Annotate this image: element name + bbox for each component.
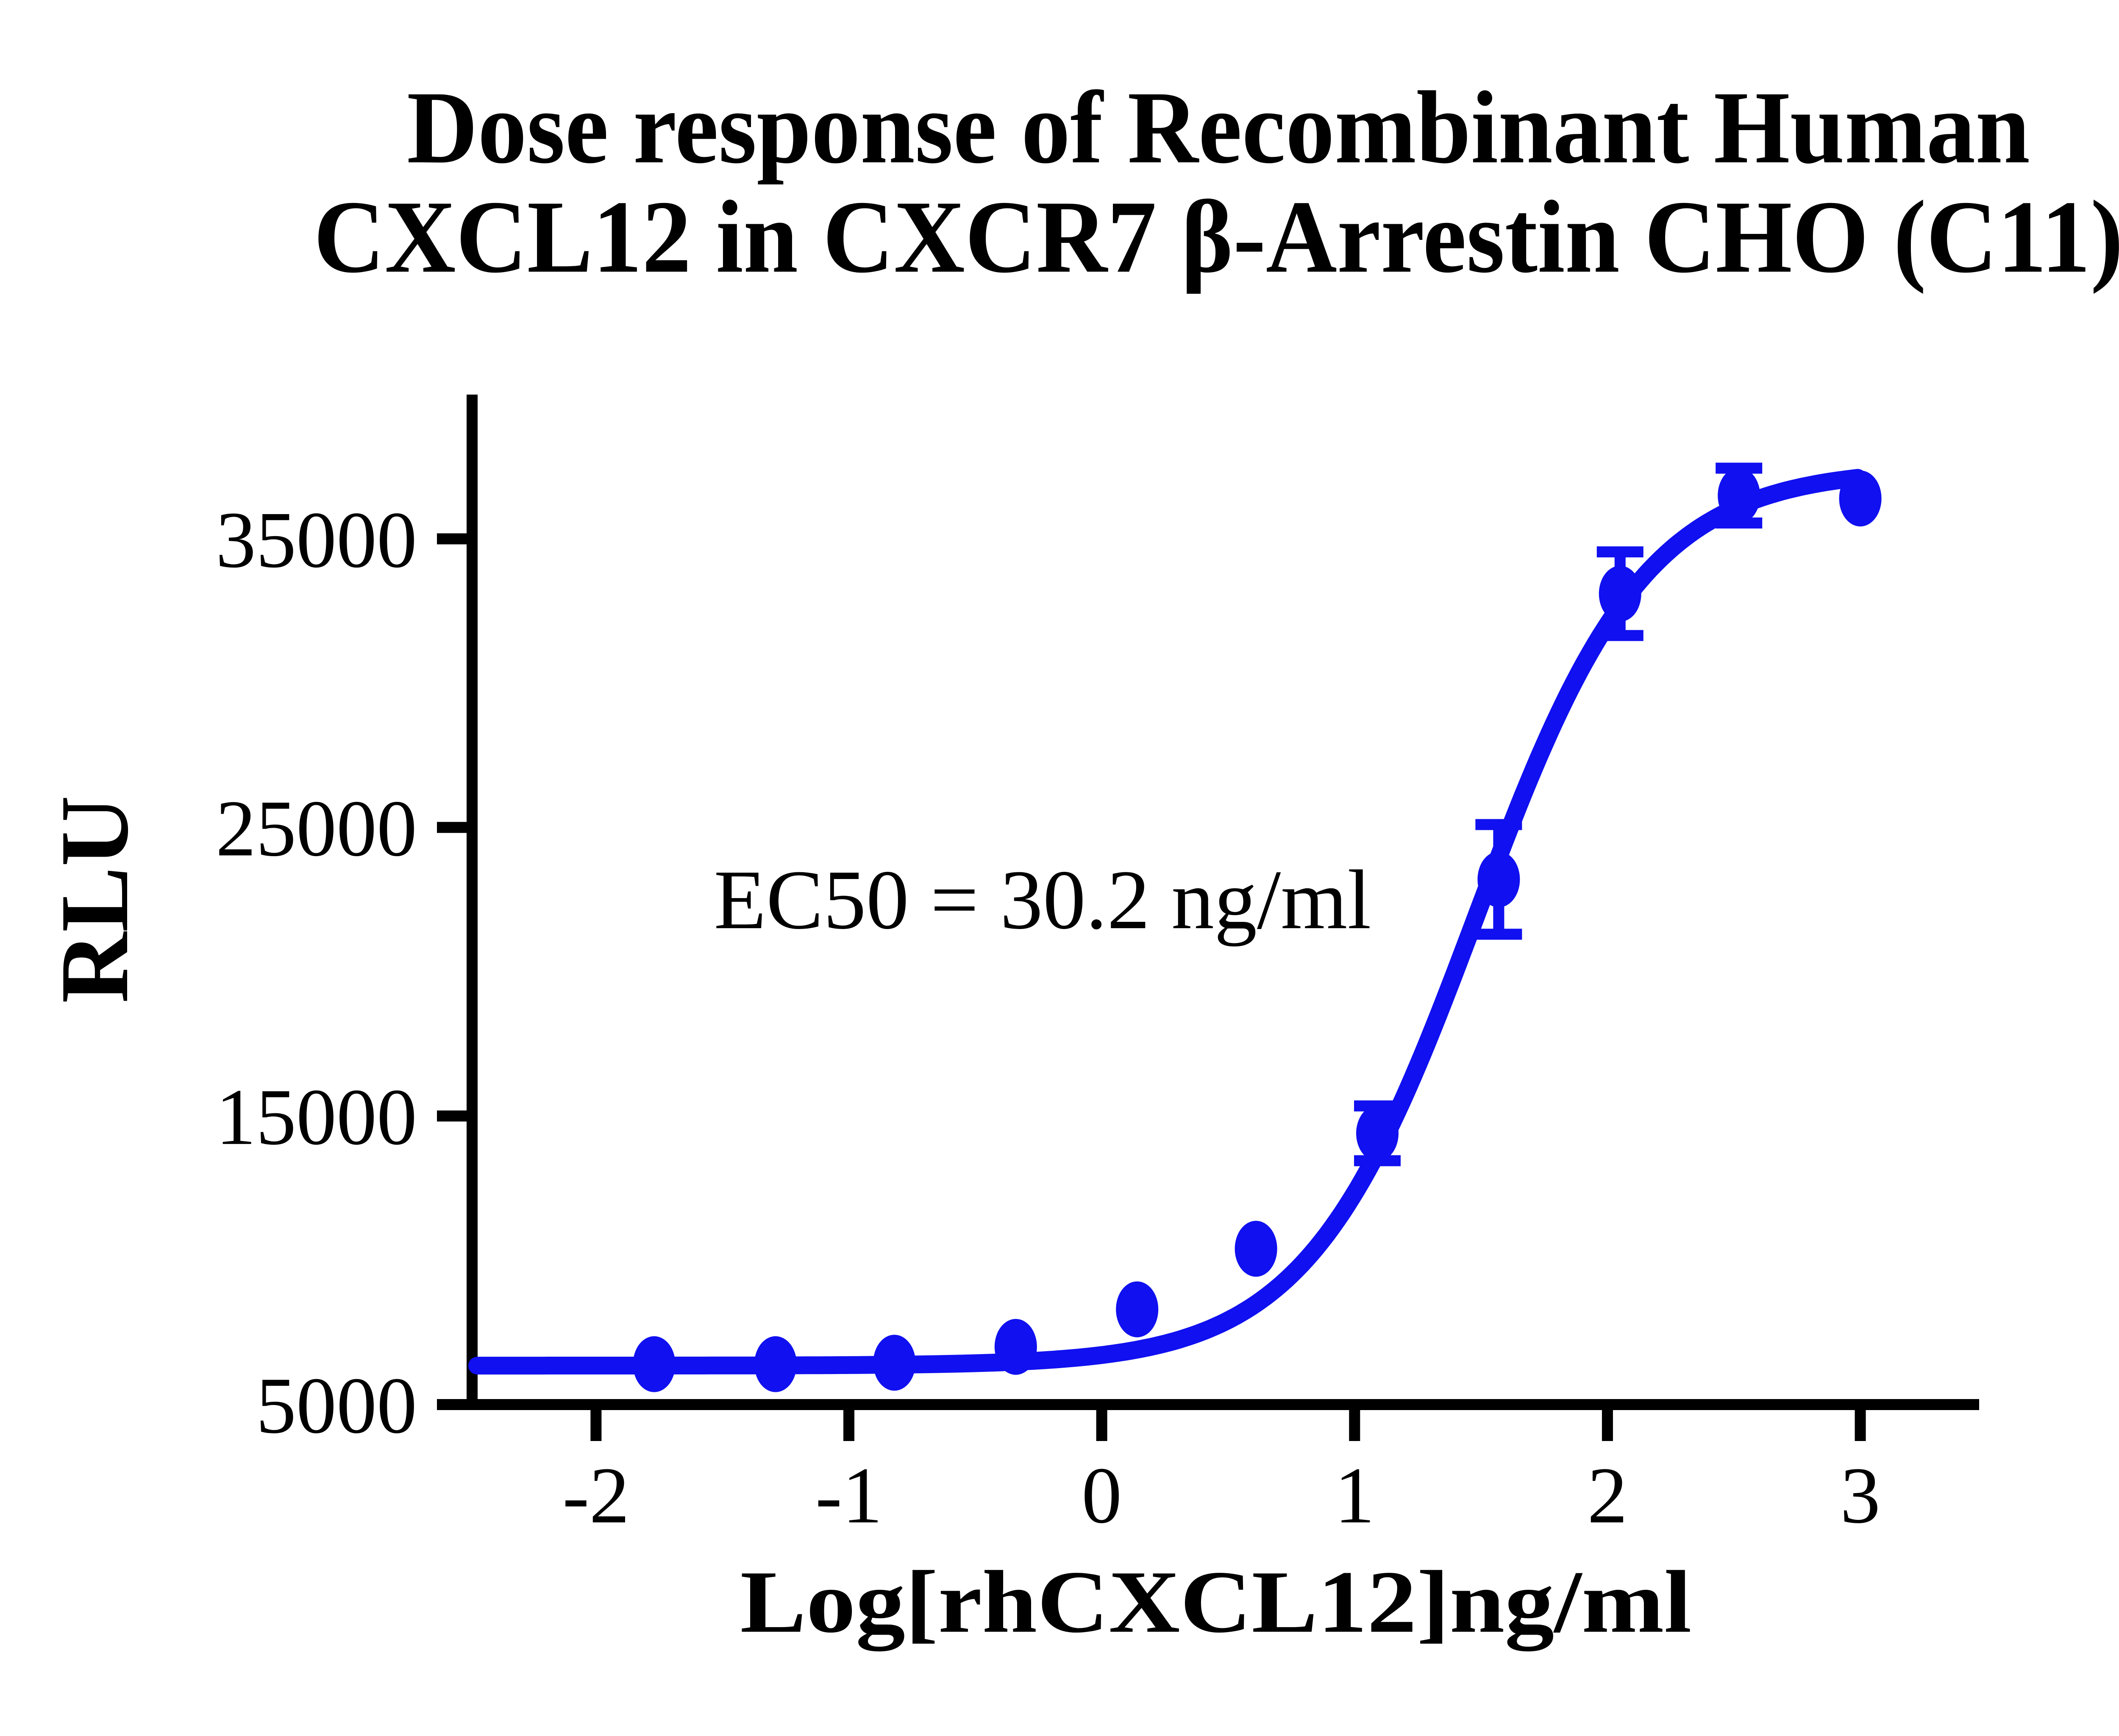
chart-title-line1: Dose response of Recombinant Human — [407, 70, 2030, 185]
x-tick-label: 2 — [1587, 1451, 1627, 1540]
y-tick-label: 35000 — [216, 495, 417, 584]
chart-title-line2: CXCL12 in CXCR7 β-Arrestin CHO (C11) — [314, 179, 2119, 294]
y-tick-label: 15000 — [216, 1073, 417, 1162]
x-axis-title: Log[rhCXCL12]ng/ml — [740, 1553, 1692, 1651]
x-tick-label: -1 — [815, 1451, 882, 1540]
y-tick-label: 25000 — [216, 784, 417, 873]
y-axis-ticks: 5000 15000 25000 35000 — [216, 495, 467, 1450]
x-tick-label: -2 — [562, 1451, 629, 1540]
y-tick-label: 5000 — [256, 1361, 417, 1450]
data-point-marker — [1477, 851, 1520, 907]
x-tick-label: 1 — [1335, 1451, 1375, 1540]
x-tick-label: 3 — [1840, 1451, 1880, 1540]
data-point-marker — [1718, 467, 1760, 524]
data-point-marker — [1356, 1105, 1399, 1161]
data-point-marker — [1599, 565, 1641, 622]
data-point-marker — [1839, 470, 1882, 527]
x-axis-ticks: -2 -1 0 1 2 3 — [562, 1410, 1880, 1540]
data-point-marker — [1116, 1281, 1159, 1338]
data-series — [468, 462, 1882, 1392]
data-point-marker — [633, 1336, 676, 1392]
data-point-marker — [873, 1335, 916, 1391]
ec50-annotation: EC50 = 30.2 ng/ml — [714, 853, 1371, 947]
data-point-marker — [1235, 1221, 1277, 1277]
data-point-marker — [994, 1319, 1037, 1375]
data-point-marker — [754, 1336, 797, 1392]
x-tick-label: 0 — [1082, 1451, 1122, 1540]
y-axis-title: RLU — [40, 796, 148, 1003]
